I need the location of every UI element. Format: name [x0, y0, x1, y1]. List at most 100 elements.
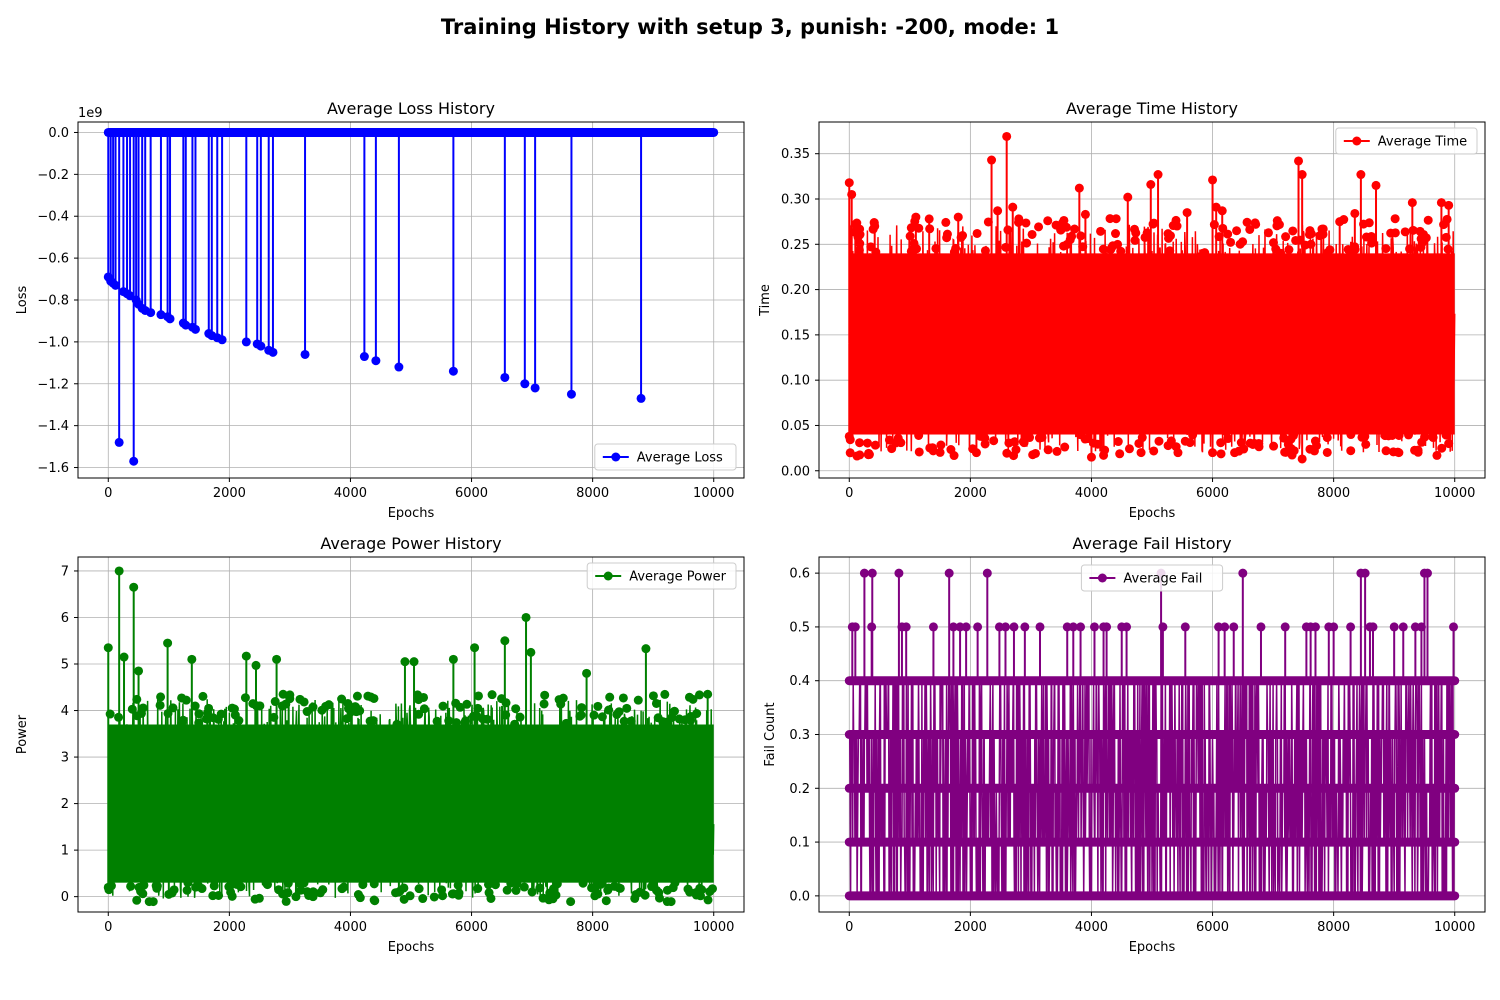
- data-point: [1010, 437, 1020, 447]
- data-point: [1390, 228, 1400, 238]
- data-point: [339, 882, 349, 892]
- data-point: [352, 691, 362, 701]
- data-point: [414, 709, 424, 719]
- loss-data-point: [359, 352, 369, 362]
- peak-point: [641, 644, 651, 654]
- data-point: [277, 701, 287, 711]
- data-point: [1130, 224, 1140, 234]
- data-point: [866, 242, 876, 252]
- fail-data-point: [1368, 622, 1378, 632]
- y-tick-label: 5: [61, 658, 69, 673]
- data-point: [346, 707, 356, 717]
- data-point: [438, 891, 448, 901]
- peak-point: [1356, 170, 1366, 180]
- x-tick-label: 4000: [1075, 920, 1108, 935]
- data-point: [444, 716, 454, 726]
- trough-point: [291, 892, 301, 902]
- data-point: [473, 884, 483, 894]
- data-point: [453, 880, 463, 890]
- legend-box: [1080, 564, 1224, 592]
- data-point: [262, 878, 272, 888]
- fail-data-point: [1076, 622, 1086, 632]
- fail-data-point: [1220, 622, 1230, 632]
- data-point: [626, 716, 636, 726]
- data-point: [1076, 231, 1086, 241]
- y-tick-label: 0.4: [789, 674, 810, 689]
- data-point: [462, 699, 472, 709]
- fail-data-point: [1102, 622, 1112, 632]
- data-point: [1098, 244, 1108, 254]
- data-point: [694, 690, 704, 700]
- data-point: [482, 714, 492, 724]
- peak-point: [241, 651, 251, 661]
- loss-data-point: [111, 280, 121, 290]
- peak-point: [500, 636, 510, 646]
- data-point: [285, 690, 295, 700]
- data-point: [914, 431, 924, 441]
- data-point: [980, 246, 990, 256]
- data-point: [1245, 224, 1255, 234]
- y-tick-label: 3: [61, 751, 69, 766]
- data-point: [633, 695, 643, 705]
- data-point: [578, 878, 588, 888]
- loss-data-point: [146, 308, 156, 318]
- figure-title: Training History with setup 3, punish: -…: [440, 15, 1060, 39]
- loss-data-point: [217, 335, 227, 345]
- data-point: [1381, 446, 1391, 456]
- loss-data-point: [256, 341, 266, 351]
- data-point: [914, 447, 924, 457]
- y-tick-label: 0.0: [48, 126, 69, 141]
- fail-data-point: [1280, 622, 1290, 632]
- fail-data-point: [973, 622, 983, 632]
- peak-point: [1335, 217, 1345, 227]
- trough-point: [1086, 452, 1096, 462]
- data-point: [1250, 218, 1260, 228]
- data-point: [1254, 442, 1264, 452]
- loss-data-point: [190, 324, 200, 334]
- trough-point: [1444, 439, 1454, 449]
- y-axis-label: Loss: [15, 286, 30, 315]
- data-point: [1165, 246, 1175, 256]
- data-point: [487, 690, 497, 700]
- data-point: [1070, 224, 1080, 234]
- data-point: [1388, 447, 1398, 457]
- data-point: [863, 450, 873, 460]
- data-point: [1011, 445, 1021, 455]
- data-point: [1216, 449, 1226, 459]
- y-tick-label: 2: [61, 797, 69, 812]
- fail-data-point: [961, 622, 971, 632]
- data-point: [155, 700, 165, 710]
- x-tick-label: 8000: [1317, 486, 1350, 501]
- subplot-4: 0 2000 4000 6000 8000 10000 0.0 0.1 0.2 0.3 0.4 0.5…: [763, 534, 1486, 955]
- data-point: [1116, 246, 1126, 256]
- peak-point: [163, 638, 173, 648]
- loss-data-point: [636, 393, 646, 403]
- plot-area: [844, 131, 1456, 464]
- data-point: [589, 710, 599, 720]
- data-point: [506, 878, 516, 888]
- y-tick-label: 0.3: [789, 728, 810, 743]
- data-point: [1381, 244, 1391, 254]
- data-point: [597, 712, 607, 722]
- legend-label: Average Power: [629, 570, 726, 585]
- x-axis-label: Epochs: [1129, 940, 1176, 955]
- data-point: [365, 716, 375, 726]
- data-point: [653, 713, 663, 723]
- peak-point: [993, 206, 1003, 216]
- data-point: [854, 245, 864, 255]
- x-tick-label: 4000: [334, 920, 367, 935]
- fail-data-point: [901, 622, 911, 632]
- data-point: [660, 719, 670, 729]
- peak-point: [470, 643, 480, 653]
- subplot-2: 0 2000 4000 6000 8000 10000 0.00 0.05 0.10 0.15 0.…: [758, 99, 1486, 521]
- x-tick-label: 0: [104, 920, 112, 935]
- legend-box: [594, 443, 737, 471]
- x-tick-label: 6000: [1196, 486, 1229, 501]
- data-point: [535, 883, 545, 893]
- data-point: [1043, 216, 1053, 226]
- data-point: [1136, 448, 1146, 458]
- data-point: [703, 895, 713, 905]
- data-point: [1096, 226, 1106, 236]
- peak-point: [703, 689, 713, 699]
- fail-data-point: [1000, 622, 1010, 632]
